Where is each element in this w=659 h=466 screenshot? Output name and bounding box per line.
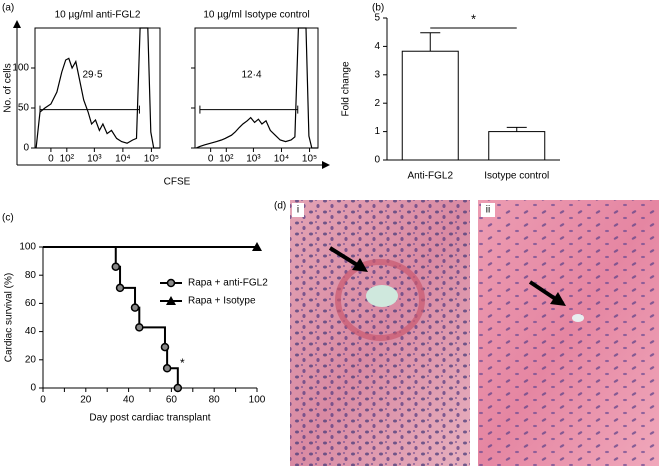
plot-frame xyxy=(34,27,161,149)
panel-label: (b) xyxy=(372,3,384,14)
y-tick-label: 4 xyxy=(374,41,380,52)
y-tick-label: 60 xyxy=(25,298,37,309)
bar xyxy=(401,50,459,161)
y-tick-label: 0 xyxy=(374,155,380,166)
marker xyxy=(173,383,183,393)
marker xyxy=(135,323,144,332)
x-tick-label: 0 xyxy=(48,154,54,165)
x-tick-label: 100 xyxy=(249,395,266,406)
histology-image xyxy=(290,200,470,466)
y-tick-label: 1 xyxy=(374,126,380,137)
image-label: ii xyxy=(486,205,490,216)
annotation: * xyxy=(180,356,185,370)
y-tick-label: 0 xyxy=(23,143,29,154)
marker xyxy=(166,296,176,305)
y-tick-label: 5 xyxy=(374,13,380,24)
panel-label: (d) xyxy=(274,201,286,212)
x-tick-label: 0 xyxy=(208,154,214,165)
marker xyxy=(130,303,140,312)
panel-label: (c) xyxy=(2,213,14,224)
y-tick-label: 100 xyxy=(12,63,29,74)
plot-frame xyxy=(194,27,319,149)
y-tick-label: 0 xyxy=(30,383,36,394)
survival-line xyxy=(43,246,179,388)
axis-label: Day post cardiac transplant xyxy=(89,413,210,424)
x-tick-label: Anti-FGL2 xyxy=(407,171,453,182)
arrow-head xyxy=(13,20,21,28)
bar xyxy=(488,131,546,161)
y-tick-label: 50 xyxy=(18,103,30,114)
marker xyxy=(160,342,170,352)
histology-image xyxy=(478,200,659,466)
x-tick-label: 20 xyxy=(80,395,92,406)
legend-label: Rapa + Isotype xyxy=(188,296,256,307)
y-tick-label: 20 xyxy=(25,354,37,365)
marker xyxy=(115,283,125,293)
x-tick-label: 10⁴ xyxy=(115,154,130,165)
x-tick-label: 10³ xyxy=(87,154,102,165)
x-tick-label: 10⁴ xyxy=(274,154,289,165)
gate-percent: 12·4 xyxy=(241,70,261,81)
x-tick-label: 80 xyxy=(209,395,221,406)
x-tick-label: 0 xyxy=(40,395,46,406)
x-tick-label: 10⁵ xyxy=(144,154,159,165)
significance-mark: * xyxy=(471,11,476,26)
panel-label: (a) xyxy=(2,3,14,14)
marker xyxy=(252,242,262,251)
gate-percent: 29·5 xyxy=(82,70,102,81)
x-tick-label: 60 xyxy=(166,395,178,406)
marker xyxy=(162,364,172,373)
legend-label: Rapa + anti-FGL2 xyxy=(188,278,268,289)
x-tick-label: 40 xyxy=(123,395,135,406)
histogram-curve xyxy=(195,27,318,149)
y-tick-label: 3 xyxy=(374,69,380,80)
y-tick-label: 2 xyxy=(374,98,380,109)
x-tick-label: 10³ xyxy=(246,154,261,165)
x-tick-label: Isotype control xyxy=(484,171,549,182)
arrow-head xyxy=(322,161,330,169)
axis-label: Cardiac survival (%) xyxy=(4,273,15,362)
axis-label: Fold change xyxy=(341,61,352,116)
plot-title: 10 µg/ml Isotype control xyxy=(203,10,309,21)
label-box xyxy=(481,203,495,217)
y-tick-label: 80 xyxy=(25,270,37,281)
marker xyxy=(166,278,176,288)
marker xyxy=(111,262,121,271)
histogram-curve xyxy=(35,27,160,149)
label-box xyxy=(292,203,304,217)
y-tick-label: 40 xyxy=(25,326,37,337)
x-tick-label: 10² xyxy=(219,154,234,165)
plot-title: 10 µg/ml anti-FGL2 xyxy=(55,10,141,21)
y-tick-label: 100 xyxy=(19,242,36,253)
image-label: i xyxy=(297,205,299,216)
x-tick-label: 10² xyxy=(60,154,75,165)
axis-label: No. of cells xyxy=(3,63,14,112)
axis-label: CFSE xyxy=(164,177,191,188)
x-tick-label: 10⁵ xyxy=(302,154,317,165)
